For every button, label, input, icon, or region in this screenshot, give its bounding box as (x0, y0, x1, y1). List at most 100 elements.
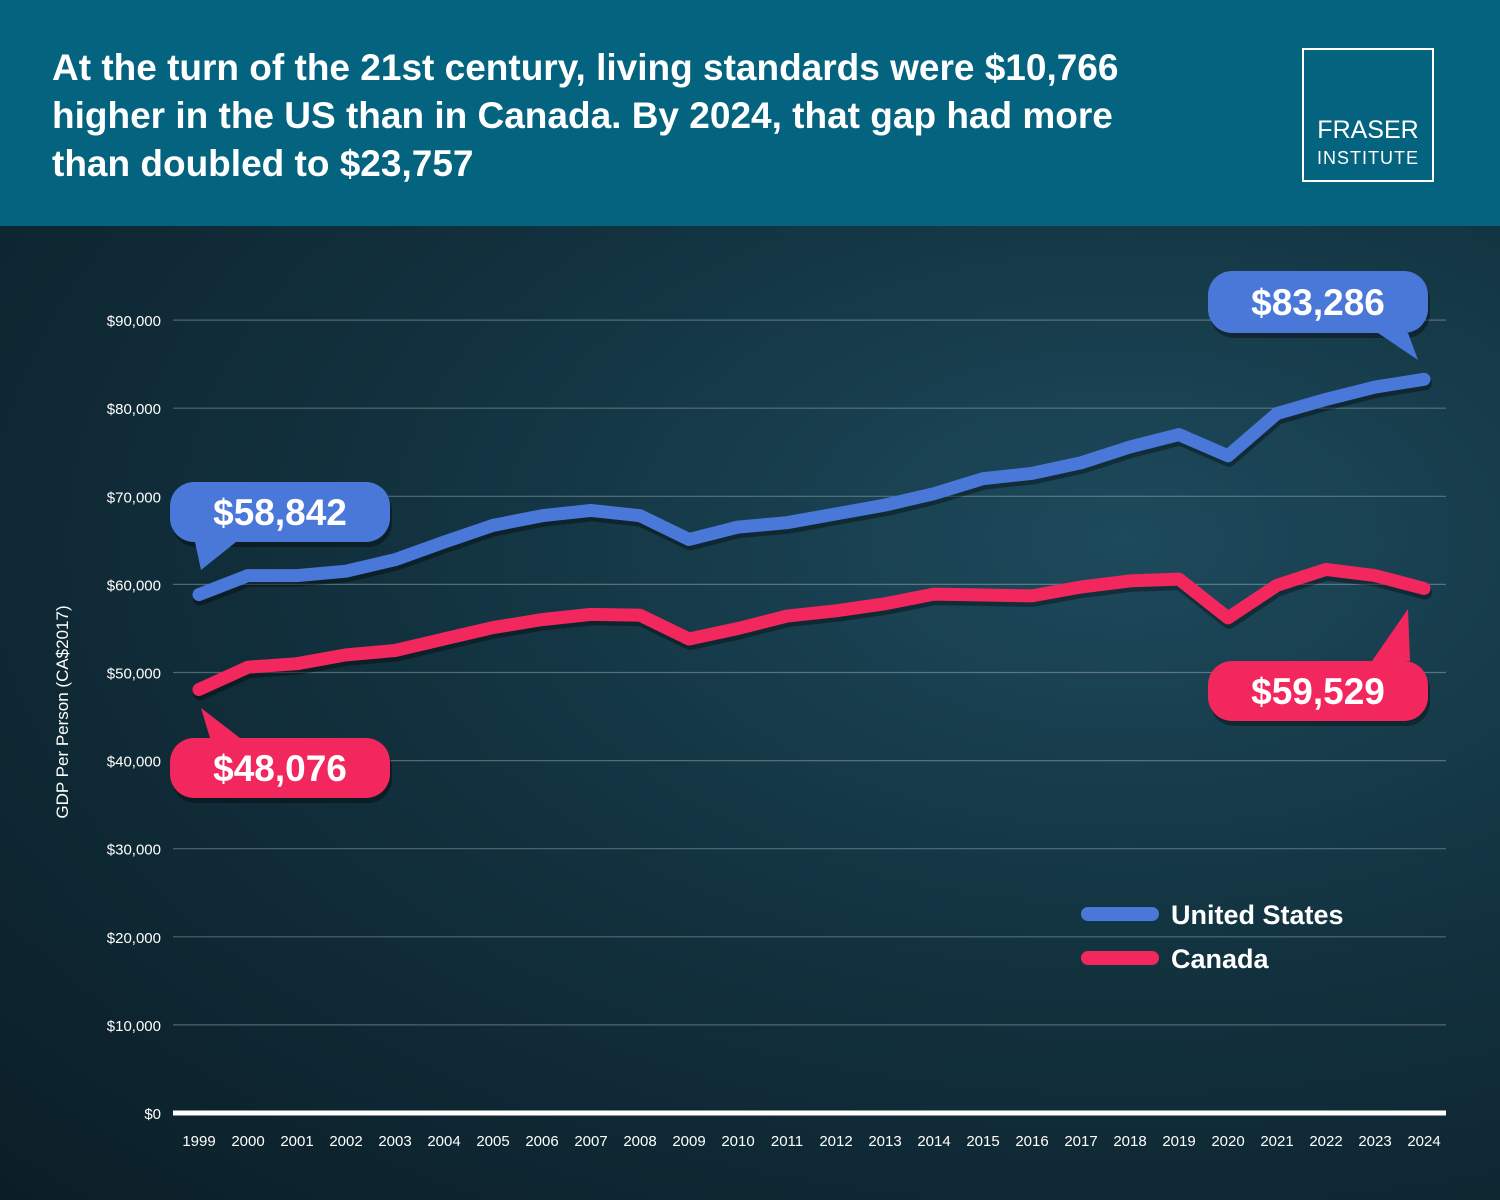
data-point (1029, 592, 1035, 599)
data-point (980, 591, 986, 598)
data-point (1029, 470, 1035, 477)
x-tick-label: 2016 (1015, 1133, 1048, 1150)
x-tick-label: 2002 (329, 1133, 362, 1150)
callout-label: $48,076 (213, 748, 347, 789)
callout-label: $59,529 (1251, 671, 1385, 712)
data-point (1176, 576, 1182, 583)
y-tick-label: $80,000 (107, 401, 161, 418)
x-tick-label: 2018 (1113, 1133, 1146, 1150)
y-tick-label: $10,000 (107, 1018, 161, 1035)
series-line-united-states (192, 372, 1431, 602)
logo-line2: INSTITUTE (1317, 148, 1419, 168)
legend-label: United States (1171, 900, 1344, 930)
data-point (1421, 376, 1427, 383)
data-point (1421, 585, 1427, 592)
header-banner: At the turn of the 21st century, living … (0, 0, 1500, 226)
data-point (1225, 614, 1231, 621)
legend: United States Canada (1081, 900, 1344, 974)
data-point (392, 647, 398, 654)
x-tick-label: 2005 (476, 1133, 509, 1150)
series-lines (192, 372, 1432, 701)
x-tick-label: 2019 (1162, 1133, 1195, 1150)
legend-label: Canada (1171, 944, 1270, 974)
data-point (637, 612, 643, 619)
x-tick-label: 2010 (721, 1133, 754, 1150)
logo-line1: FRASER (1317, 116, 1419, 144)
x-tick-label: 2021 (1260, 1133, 1293, 1150)
data-point (245, 664, 251, 671)
x-tick-label: 2008 (623, 1133, 656, 1150)
y-tick-label: $0 (144, 1106, 161, 1123)
callout-box (1208, 271, 1428, 333)
data-point (588, 507, 594, 514)
data-point (1078, 584, 1084, 591)
callouts: $58,842 $48,076 $83,286 $59,529 (170, 271, 1430, 803)
data-point (1372, 384, 1378, 391)
data-point (980, 475, 986, 482)
grid (173, 319, 1446, 1116)
data-point (1127, 443, 1133, 450)
x-tick-label: 2006 (525, 1133, 558, 1150)
x-tick-label: 2004 (427, 1133, 460, 1150)
x-tick-label: 1999 (182, 1133, 215, 1150)
x-tick-label: 2017 (1064, 1133, 1097, 1150)
y-tick-label: $60,000 (107, 577, 161, 594)
data-point (931, 490, 937, 497)
x-tick-label: 2001 (280, 1133, 313, 1150)
y-tick-label: $20,000 (107, 930, 161, 947)
x-tick-label: 2024 (1407, 1133, 1440, 1150)
data-point (931, 591, 937, 598)
data-point (833, 607, 839, 614)
data-point (441, 636, 447, 643)
data-point (882, 600, 888, 607)
x-tick-label: 2011 (771, 1133, 803, 1150)
x-tick-label: 2000 (231, 1133, 264, 1150)
fraser-institute-logo: FRASER INSTITUTE (1302, 48, 1434, 182)
data-point (294, 660, 300, 667)
data-point (1323, 396, 1329, 403)
x-tick-label: 2009 (672, 1133, 705, 1150)
data-point (735, 524, 741, 531)
data-point (1323, 566, 1329, 573)
x-tick-label: 2012 (819, 1133, 852, 1150)
data-point (833, 510, 839, 517)
data-point (392, 556, 398, 563)
y-tick-label: $50,000 (107, 666, 161, 683)
data-point (882, 502, 888, 509)
x-tick-label: 2007 (574, 1133, 607, 1150)
x-tick-label: 2020 (1211, 1133, 1244, 1150)
data-point (1274, 410, 1280, 417)
y-tick-label: $40,000 (107, 754, 161, 771)
data-point (490, 522, 496, 529)
y-axis-label: GDP Per Person (CA$2017) (53, 605, 72, 818)
data-point (196, 591, 202, 598)
data-point (1127, 577, 1133, 584)
x-tick-label: 2022 (1309, 1133, 1342, 1150)
data-point (784, 519, 790, 526)
data-point (686, 636, 692, 643)
data-point (196, 686, 202, 693)
x-tick-label: 2003 (378, 1133, 411, 1150)
data-point (539, 616, 545, 623)
callout-label: $83,286 (1251, 282, 1385, 323)
x-tick-label: 2013 (868, 1133, 901, 1150)
data-point (245, 572, 251, 579)
data-point (637, 512, 643, 519)
data-point (1372, 572, 1378, 579)
y-tick-label: $70,000 (107, 489, 161, 506)
y-tick-label: $30,000 (107, 842, 161, 859)
data-point (343, 651, 349, 658)
data-point (1225, 452, 1231, 459)
chart-title: At the turn of the 21st century, living … (52, 47, 1119, 184)
callout-pointer (201, 708, 240, 738)
data-point (686, 536, 692, 543)
callout-box (1208, 661, 1428, 721)
x-axis-ticks: 1999 2000 2001 2002 2003 2004 2005 2006 2007 2008… (182, 1133, 1440, 1150)
data-point (343, 568, 349, 575)
data-point (539, 512, 545, 519)
series-line-canada (192, 562, 1431, 696)
x-tick-label: 2015 (966, 1133, 999, 1150)
data-point (735, 625, 741, 632)
